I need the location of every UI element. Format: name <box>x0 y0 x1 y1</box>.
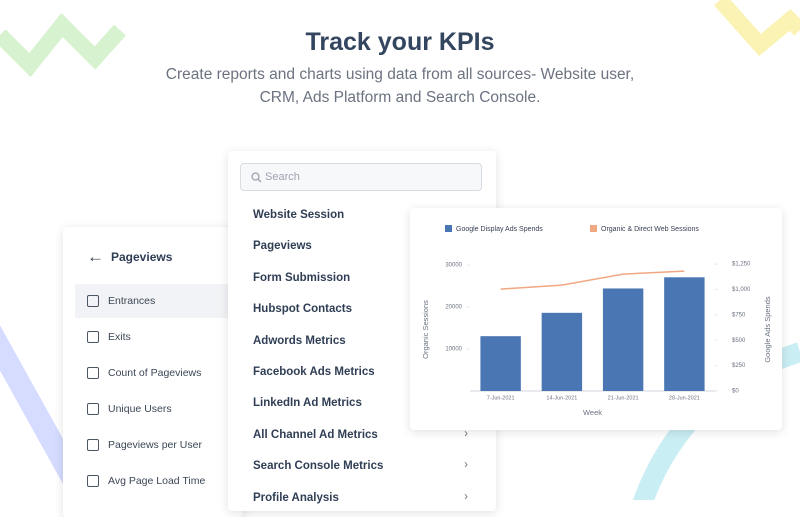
checkbox[interactable] <box>87 475 99 487</box>
chevron: › <box>464 427 468 440</box>
y-tick-label: 20000 <box>445 305 462 311</box>
filter-panel: ← Pageviews Entrances Exits Count of Pagev… <box>63 227 243 517</box>
chevron: › <box>464 459 468 472</box>
y2-tick-label: $500 <box>732 338 746 344</box>
page-title: Track your KPIs <box>305 28 495 56</box>
y2-tick-label: $750 <box>732 312 746 318</box>
bar <box>541 312 583 391</box>
checkbox[interactable] <box>87 439 99 451</box>
x-tick-label: 21-Jun-2021 <box>608 395 639 401</box>
metric-item[interactable]: Facebook Ads Metrics <box>253 366 468 378</box>
y2-tick-label: $1,000 <box>732 287 751 293</box>
option-label: Avg Page Load Time <box>108 475 206 487</box>
bar <box>664 277 705 391</box>
filter-option[interactable]: Unique Users <box>75 392 228 426</box>
metric-label: LinkedIn Ad Metrics <box>253 397 362 410</box>
y2-tick-label: $1,250 <box>732 262 751 268</box>
subtitle: CRM, Ads Platform and Search Console. <box>259 89 541 106</box>
search-box[interactable]: Search <box>240 163 482 191</box>
metric-item[interactable]: Website Session <box>253 209 468 221</box>
bar <box>602 288 644 391</box>
x-tick-label: 28-Jun-2021 <box>669 395 700 401</box>
metric-item[interactable]: Hubspot Contacts <box>253 303 468 315</box>
option-label: Count of Pageviews <box>108 367 202 379</box>
y2-axis-label: Google Ads Spends <box>763 296 772 363</box>
back-arrow[interactable]: ← <box>87 247 104 266</box>
y2-tick-label: $250 <box>732 363 746 369</box>
legend-swatch <box>590 225 597 232</box>
metric-item[interactable]: All Channel Ad Metrics › <box>253 427 468 441</box>
chevron: › <box>464 490 468 503</box>
option-label: Exits <box>108 331 131 343</box>
metric-label: Website Session <box>253 209 345 221</box>
filter-option[interactable]: Count of Pageviews <box>75 356 228 390</box>
y-tick-label: 10000 <box>445 347 462 353</box>
metric-item[interactable]: Profile Analysis › <box>253 490 468 504</box>
page: Track your KPIs Create reports and chart… <box>0 0 800 504</box>
metric-item[interactable]: Pageviews <box>253 240 468 252</box>
metric-item[interactable]: Adwords Metrics <box>253 335 468 347</box>
metric-label: Search Console Metrics <box>253 460 384 473</box>
x-tick-label: 7-Jun-2021 <box>487 395 515 401</box>
legend-label: Google Display Ads Spends <box>456 226 543 233</box>
legend-label: Organic & Direct Web Sessions <box>601 226 699 233</box>
search-icon <box>251 172 262 183</box>
checkbox[interactable] <box>87 367 99 379</box>
line <box>500 270 685 290</box>
metric-label: Pageviews <box>253 240 312 253</box>
yellow-zigzag <box>714 0 800 57</box>
metric-label: Form Submission <box>253 271 351 284</box>
checkbox[interactable] <box>87 331 99 343</box>
option-label: Entrances <box>108 295 156 307</box>
search-placeholder: Search <box>265 171 300 183</box>
bar <box>480 336 521 391</box>
metric-label: Profile Analysis <box>253 491 339 504</box>
x-axis-label: Week <box>583 408 602 417</box>
option-label: Pageviews per User <box>108 439 202 451</box>
legend-swatch <box>445 225 452 232</box>
y-axis-label: Organic Sessions <box>421 300 430 359</box>
subtitle: Create reports and charts using data fro… <box>165 66 635 83</box>
metric-label: Adwords Metrics <box>253 334 346 347</box>
y2-tick-label: $0 <box>732 389 739 395</box>
chart: 10000 20000 30000 $0 $250 $500 $750 $1,000 $1,25… <box>421 225 772 417</box>
checkbox[interactable] <box>87 403 99 415</box>
filter-option[interactable]: Entrances <box>75 284 228 318</box>
filter-option[interactable]: Avg Page Load Time <box>75 464 228 498</box>
panel-title: Pageviews <box>111 250 173 264</box>
filter-option[interactable]: Exits <box>75 320 228 354</box>
chart-card: 10000 20000 30000 $0 $250 $500 $750 $1,000 $1,25… <box>410 208 782 430</box>
green-zigzag <box>0 13 126 77</box>
checkbox[interactable] <box>87 295 99 307</box>
metric-item[interactable]: Search Console Metrics › <box>253 459 468 473</box>
metric-item[interactable]: Form Submission <box>253 272 468 284</box>
metric-label: Hubspot Contacts <box>253 303 353 316</box>
metric-label: All Channel Ad Metrics <box>253 428 378 441</box>
x-tick-label: 14-Jun-2021 <box>546 395 577 401</box>
filter-option[interactable]: Pageviews per User <box>75 428 228 462</box>
metric-label: Facebook Ads Metrics <box>253 366 375 378</box>
option-label: Unique Users <box>108 403 172 415</box>
metric-item[interactable]: LinkedIn Ad Metrics <box>253 397 468 409</box>
y-tick-label: 30000 <box>445 263 462 269</box>
